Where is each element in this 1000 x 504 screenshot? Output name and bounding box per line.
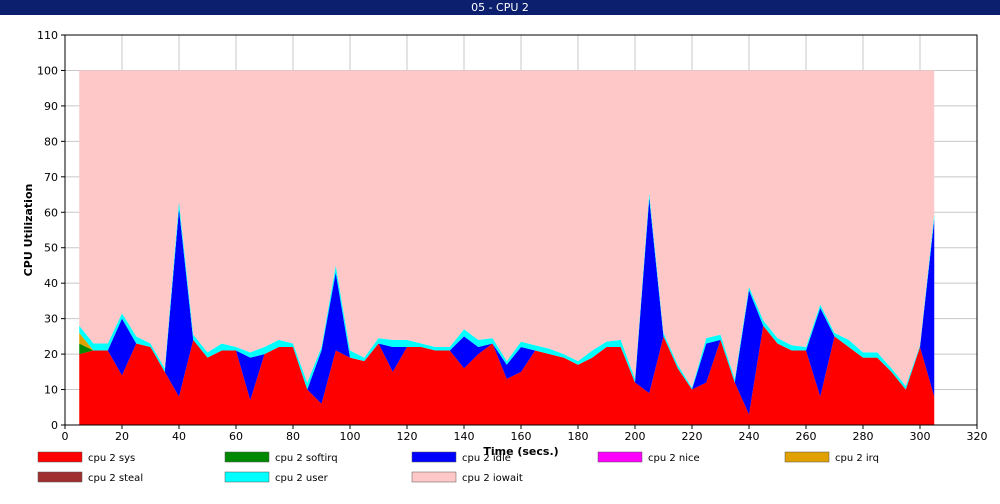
x-tick-label: 280 — [853, 430, 874, 443]
x-tick-label: 320 — [967, 430, 988, 443]
x-tick-label: 180 — [568, 430, 589, 443]
legend-label: cpu 2 sys — [88, 453, 135, 464]
legend-swatch — [411, 451, 457, 463]
y-tick-label: 50 — [44, 242, 58, 255]
x-tick-label: 200 — [625, 430, 646, 443]
legend-label: cpu 2 nice — [648, 453, 700, 464]
legend-label: cpu 2 user — [275, 473, 329, 484]
x-tick-label: 80 — [286, 430, 300, 443]
legend-label: cpu 2 irq — [835, 453, 879, 464]
legend-label: cpu 2 idle — [462, 453, 511, 464]
x-tick-label: 160 — [511, 430, 532, 443]
cpu-utilization-chart: 0 10 20 30 40 50 60 70 80 90 100 110 0 20 40 60 80 100 120… — [22, 29, 988, 484]
chart-title: 05 - CPU 2 — [0, 0, 1000, 15]
y-tick-label: 110 — [37, 29, 58, 42]
x-tick-label: 260 — [796, 430, 817, 443]
y-tick-label: 80 — [44, 135, 58, 148]
y-axis-title: CPU Utilization — [22, 184, 35, 277]
legend: cpu 2 sys cpu 2 softirq cpu 2 idle cpu 2 ni… — [37, 451, 879, 484]
x-tick-label: 220 — [682, 430, 703, 443]
x-tick-label: 120 — [397, 430, 418, 443]
stacked-areas — [79, 70, 935, 425]
x-tick-label: 300 — [910, 430, 931, 443]
y-tick-label: 100 — [37, 64, 58, 77]
legend-label: cpu 2 iowait — [462, 473, 523, 484]
x-tick-label: 140 — [454, 430, 475, 443]
x-tick-label: 240 — [739, 430, 760, 443]
area-cpu-2-iowait — [79, 70, 935, 388]
axes: 0 10 20 30 40 50 60 70 80 90 100 110 0 20 40 60 80 100 120… — [37, 29, 988, 443]
legend-swatch — [224, 471, 270, 483]
legend-swatch — [411, 471, 457, 483]
x-axis-title: Time (secs.) — [483, 445, 558, 458]
x-tick-label: 60 — [229, 430, 243, 443]
y-tick-label: 30 — [44, 313, 58, 326]
legend-swatch — [784, 451, 830, 463]
area-cpu-2-user — [79, 192, 935, 390]
legend-label: cpu 2 steal — [88, 473, 143, 484]
legend-swatch — [597, 451, 643, 463]
y-tick-label: 10 — [44, 384, 58, 397]
x-tick-label: 0 — [62, 430, 69, 443]
legend-swatch — [37, 471, 83, 483]
y-tick-label: 90 — [44, 100, 58, 113]
area-cpu-2-idle — [79, 198, 935, 415]
y-tick-label: 20 — [44, 348, 58, 361]
area-cpu-2-sys — [79, 325, 935, 425]
legend-label: cpu 2 softirq — [275, 453, 338, 464]
y-tick-label: 0 — [51, 419, 58, 432]
legend-swatch — [224, 451, 270, 463]
y-tick-label: 40 — [44, 277, 58, 290]
y-tick-label: 70 — [44, 171, 58, 184]
legend-swatch — [37, 451, 83, 463]
x-tick-label: 40 — [172, 430, 186, 443]
x-tick-label: 20 — [115, 430, 129, 443]
y-tick-label: 60 — [44, 206, 58, 219]
x-tick-label: 100 — [340, 430, 361, 443]
